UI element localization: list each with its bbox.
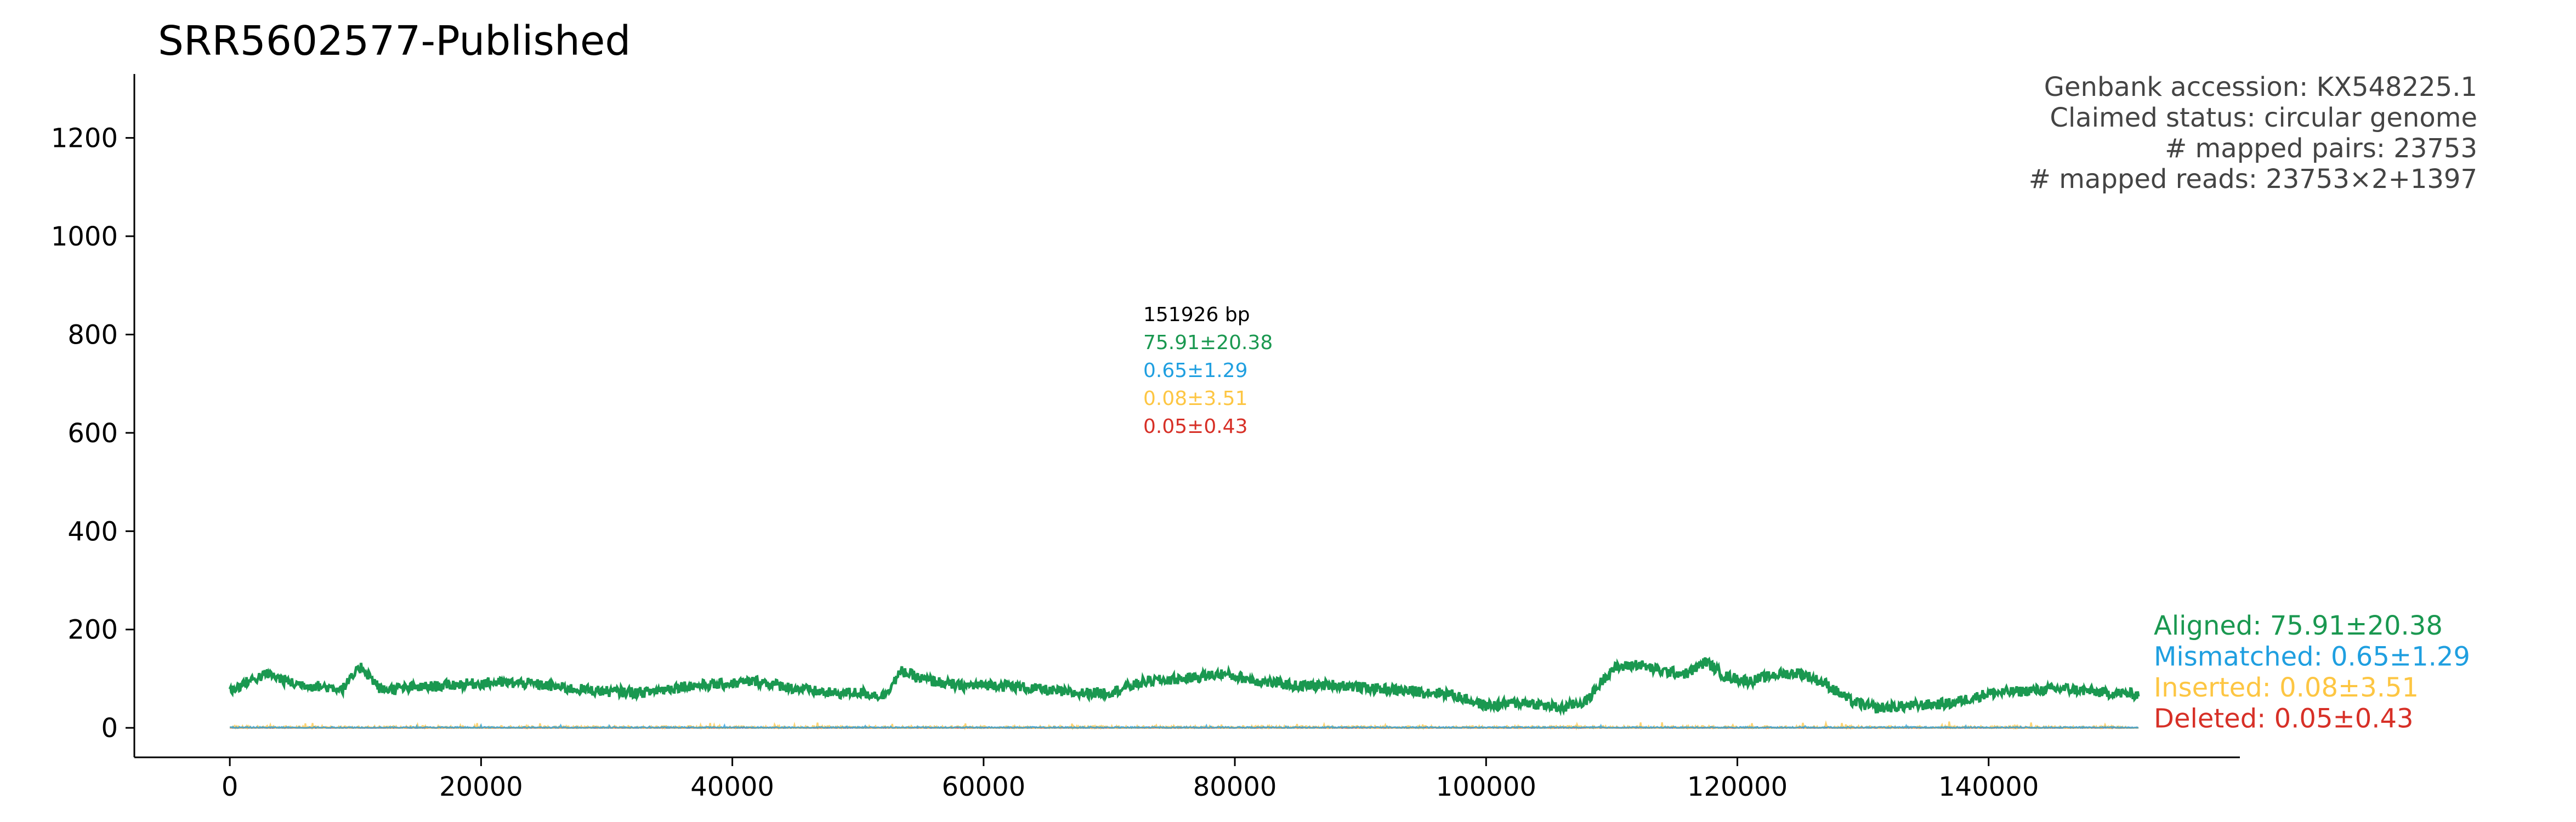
axes: 0 200 400 600 800 1000 1200 0 20000 40000 60000 800…: [51, 74, 2240, 802]
x-tick-label: 60000: [941, 772, 1025, 802]
legend-entry-inserted: Inserted: 0.08±3.51: [2154, 672, 2419, 703]
x-tick-label: 0: [222, 772, 239, 802]
y-tick-label: 0: [101, 713, 118, 744]
center-stat-deleted: 0.05±0.43: [1143, 415, 1247, 438]
center-stat-inserted: 0.08±3.51: [1143, 387, 1247, 410]
y-tick-label: 200: [67, 615, 118, 646]
legend-entry-aligned: Aligned: 75.91±20.38: [2154, 610, 2443, 641]
chart-title: SRR5602577-Published: [158, 18, 631, 65]
legend-entry-mismatched: Mismatched: 0.65±1.29: [2154, 642, 2470, 672]
plot-area: 0 200 400 600 800 1000 1200 0 20000 40000 60000 800…: [51, 74, 2240, 802]
y-tick-label: 400: [67, 516, 118, 547]
y-tick-label: 1000: [51, 221, 118, 252]
series-line-aligned: [228, 657, 2140, 717]
y-tick-label: 1200: [51, 123, 118, 154]
series-traces: [228, 657, 2140, 731]
info-line: Genbank accession: KX548225.1: [2044, 72, 2477, 102]
y-tick-label: 800: [67, 319, 118, 350]
center-stat-mismatched: 0.65±1.29: [1143, 359, 1247, 382]
x-tick-label: 100000: [1436, 772, 1536, 802]
info-line: Claimed status: circular genome: [2050, 102, 2477, 133]
center-stat-length: 151926 bp: [1143, 304, 1250, 326]
info-line: # mapped reads: 23753×2+1397: [2029, 164, 2477, 195]
x-tick-label: 40000: [690, 772, 774, 802]
center-stat-aligned: 75.91±20.38: [1143, 332, 1273, 354]
x-tick-label: 80000: [1193, 772, 1277, 802]
x-tick-label: 120000: [1687, 772, 1788, 802]
x-tick-label: 140000: [1938, 772, 2039, 802]
series-line-mismatched: [230, 723, 2139, 729]
legend-entry-deleted: Deleted: 0.05±0.43: [2154, 704, 2414, 734]
info-line: # mapped pairs: 23753: [2165, 133, 2477, 164]
x-tick-label: 20000: [439, 772, 523, 802]
center-stats: 151926 bp 75.91±20.38 0.65±1.29 0.08±3.51 0.…: [1143, 304, 1273, 438]
y-tick-label: 600: [67, 418, 118, 449]
